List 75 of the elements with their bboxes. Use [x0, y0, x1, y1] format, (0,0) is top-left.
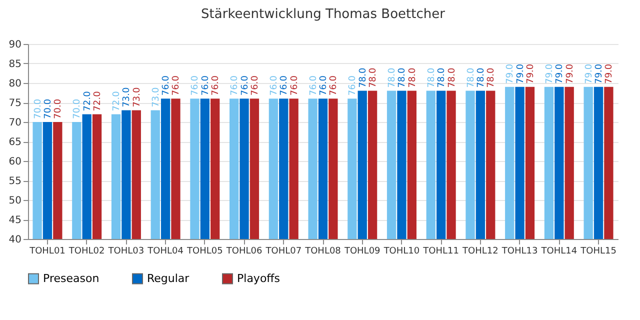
y-tick-label: 60 — [8, 156, 22, 168]
data-label: 70.0 — [43, 98, 54, 119]
data-label: 70.0 — [54, 98, 64, 119]
x-tick-label: TOHL15 — [580, 246, 616, 256]
x-tick-label: TOHL09 — [343, 246, 381, 256]
x-tick-label: TOHL08 — [304, 246, 342, 256]
data-label: 78.0 — [466, 67, 476, 88]
data-label: 79.0 — [565, 64, 576, 84]
data-label: 70.0 — [72, 98, 83, 119]
data-label: 73.0 — [151, 86, 162, 108]
y-tick-label: 55 — [8, 176, 22, 187]
data-label: 78.0 — [408, 67, 418, 88]
data-label: 78.0 — [426, 67, 437, 88]
legend-label: Preseason — [43, 272, 100, 285]
legend-label: Regular — [147, 272, 190, 285]
x-tick-label: TOHL10 — [382, 246, 420, 256]
data-label: 79.0 — [594, 64, 605, 84]
data-label: 73.0 — [122, 86, 132, 108]
data-label: 72.0 — [82, 90, 93, 112]
data-label: 76.0 — [200, 75, 211, 96]
y-tick-label: 70 — [8, 118, 22, 128]
y-tick-label: 90 — [8, 40, 22, 50]
data-label: 78.0 — [398, 67, 408, 88]
data-label: 76.0 — [190, 75, 201, 96]
data-label: 78.0 — [437, 67, 448, 88]
x-tick-label: TOHL06 — [225, 246, 262, 256]
data-label: 79.0 — [516, 64, 526, 84]
data-label: 79.0 — [526, 64, 536, 84]
y-tick-label: 75 — [8, 98, 22, 109]
data-label: 73.0 — [132, 86, 142, 108]
data-label: 76.0 — [269, 75, 280, 96]
data-label: 78.0 — [447, 67, 458, 88]
y-tick-label: 85 — [8, 59, 22, 70]
data-label: 78.0 — [358, 67, 368, 88]
y-tick-label: 65 — [8, 137, 22, 148]
y-tick-label: 45 — [8, 215, 22, 226]
data-label: 79.0 — [544, 64, 555, 84]
data-label: 72.0 — [93, 90, 104, 112]
x-tick-label: TOHL02 — [68, 246, 105, 256]
data-label: 72.0 — [112, 90, 122, 112]
x-tick-label: TOHL14 — [540, 246, 578, 256]
data-label: 70.0 — [33, 98, 44, 119]
data-label: 76.0 — [329, 75, 340, 96]
x-tick-label: TOHL05 — [186, 246, 223, 256]
chart-title: Stärkeentwicklung Thomas Boettcher — [201, 7, 446, 22]
data-label: 78.0 — [476, 67, 486, 88]
y-tick-label: 40 — [8, 234, 22, 246]
x-tick-label: TOHL03 — [107, 246, 144, 256]
data-label: 78.0 — [388, 67, 398, 88]
data-label: 79.0 — [506, 64, 516, 84]
data-label: 79.0 — [604, 64, 615, 84]
data-label: 76.0 — [172, 75, 182, 96]
data-label: 79.0 — [555, 64, 566, 84]
y-tick-label: 50 — [8, 196, 22, 206]
x-tick-label: TOHL01 — [28, 246, 66, 256]
data-label: 76.0 — [250, 75, 260, 96]
data-label: 79.0 — [584, 64, 594, 84]
data-label: 76.0 — [319, 75, 329, 96]
data-label: 76.0 — [211, 75, 222, 96]
data-label: 76.0 — [308, 75, 319, 96]
data-label: 76.0 — [280, 75, 290, 96]
data-label: 76.0 — [230, 75, 240, 96]
data-label: 76.0 — [348, 75, 358, 96]
data-label: 76.0 — [162, 75, 172, 96]
x-tick-label: TOHL13 — [500, 246, 538, 256]
data-label: 78.0 — [486, 67, 497, 88]
x-tick-label: TOHL04 — [146, 246, 184, 256]
x-tick-label: TOHL11 — [422, 246, 459, 256]
legend-label: Playoffs — [237, 272, 280, 285]
y-tick-label: 80 — [8, 78, 22, 90]
data-label: 76.0 — [290, 75, 300, 96]
x-tick-label: TOHL12 — [462, 246, 498, 256]
data-label: 76.0 — [240, 75, 250, 96]
x-tick-label: TOHL07 — [264, 246, 302, 256]
data-label: 78.0 — [368, 67, 379, 88]
